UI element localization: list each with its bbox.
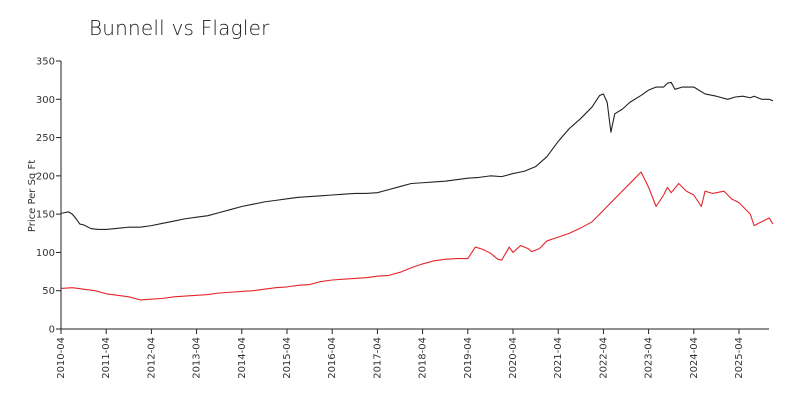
series-line-2 <box>60 171 774 301</box>
x-tick-label: 2013-04 <box>192 337 203 379</box>
y-tick-label: 350 <box>36 57 55 68</box>
x-tick-label: 2012-04 <box>146 337 157 379</box>
x-tick-label: 2010-04 <box>56 337 67 379</box>
y-tick-label: 50 <box>42 286 55 297</box>
x-tick-label: 2016-04 <box>327 337 338 379</box>
y-tick-label: 150 <box>36 210 55 221</box>
y-axis-ticks: 0 50 100 150 200 250 300 350 <box>36 57 61 336</box>
x-tick-label: 2011-04 <box>101 337 112 379</box>
y-tick-label: 200 <box>36 171 55 182</box>
y-tick-label: 0 <box>49 325 55 336</box>
series-lines <box>60 81 774 301</box>
chart-title: Bunnell vs Flagler <box>89 16 270 40</box>
y-axis-label: Price Per Sq Ft <box>27 160 38 232</box>
y-tick-label: 100 <box>36 248 55 259</box>
series-line-1 <box>60 81 774 231</box>
x-tick-label: 2017-04 <box>372 337 383 379</box>
x-tick-label: 2014-04 <box>237 337 248 379</box>
x-axis-ticks: 2010-04 2011-04 2012-04 2013-04 2014-04 2015-… <box>56 329 745 379</box>
x-tick-label: 2024-04 <box>689 337 700 379</box>
y-tick-label: 300 <box>36 95 55 106</box>
x-tick-label: 2022-04 <box>598 337 609 379</box>
x-tick-label: 2021-04 <box>553 337 564 379</box>
x-tick-label: 2018-04 <box>418 337 429 379</box>
x-tick-label: 2023-04 <box>644 337 655 379</box>
x-tick-label: 2019-04 <box>463 337 474 379</box>
x-tick-label: 2020-04 <box>508 337 519 379</box>
axes <box>60 61 769 330</box>
x-tick-label: 2015-04 <box>282 337 293 379</box>
x-tick-label: 2025-04 <box>734 337 745 379</box>
y-tick-label: 250 <box>36 133 55 144</box>
